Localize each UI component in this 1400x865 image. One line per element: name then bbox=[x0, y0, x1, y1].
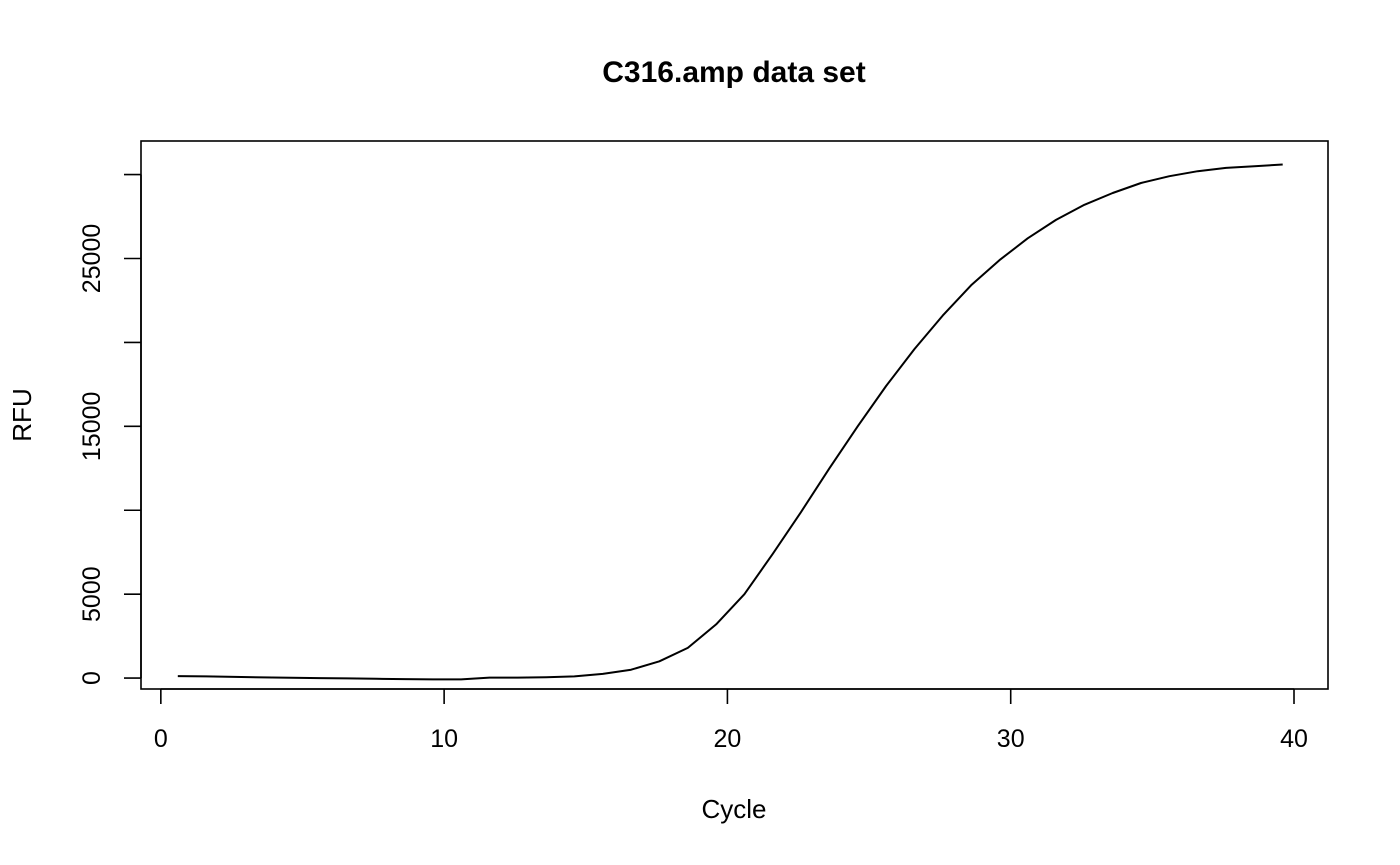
x-axis: 0 10 20 30 40 bbox=[154, 688, 1308, 753]
y-tick-label: 0 bbox=[78, 671, 106, 685]
x-tick-label: 10 bbox=[430, 725, 458, 753]
x-tick-label: 20 bbox=[714, 725, 742, 753]
x-tick-label: 0 bbox=[154, 725, 168, 753]
plot-frame bbox=[140, 140, 1329, 690]
series-line bbox=[177, 163, 1283, 681]
series-layer bbox=[177, 163, 1283, 681]
y-tick-label: 25000 bbox=[78, 224, 106, 294]
y-tick-label: 15000 bbox=[78, 392, 106, 462]
y-axis-label: RFU bbox=[7, 388, 37, 441]
x-tick-label: 30 bbox=[997, 725, 1025, 753]
chart-title: C316.amp data set bbox=[602, 56, 865, 89]
x-axis-label: Cycle bbox=[701, 794, 766, 824]
y-tick-label: 5000 bbox=[78, 566, 106, 622]
y-axis: 0 5000 15000 25000 bbox=[78, 173, 142, 685]
x-tick-label: 40 bbox=[1280, 725, 1308, 753]
